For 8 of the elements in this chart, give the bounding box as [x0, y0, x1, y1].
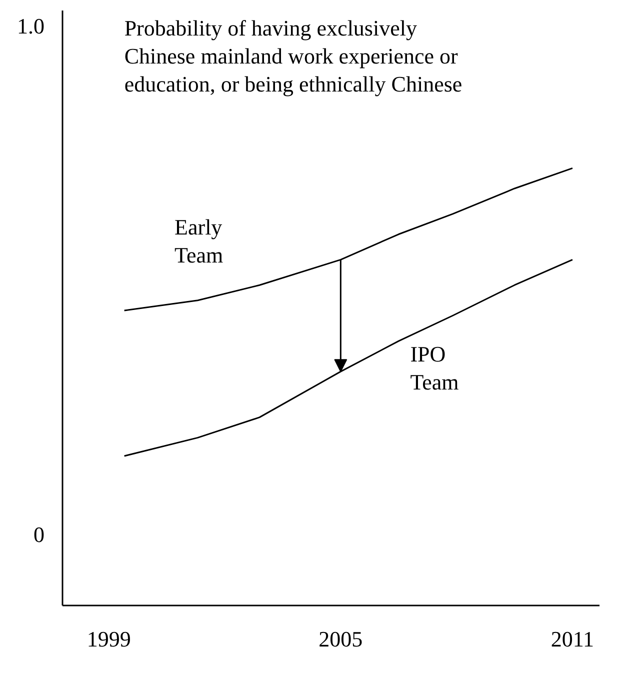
x-tick-label: 2011	[550, 626, 594, 652]
y-tick-label: 0	[34, 522, 44, 547]
x-tick-label: 2005	[318, 626, 363, 652]
y-tick-label: 1.0	[17, 13, 44, 38]
text: Probability of having exclusively Chinese mainland work experience or education, or being ethnically Chinese	[124, 16, 462, 97]
series-label: Early Team	[174, 214, 224, 268]
series-label: IPO Team	[410, 341, 459, 394]
x-tick-label: 1999	[86, 626, 131, 652]
